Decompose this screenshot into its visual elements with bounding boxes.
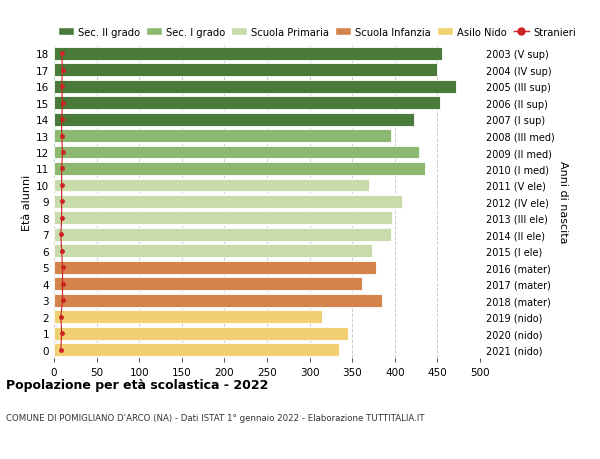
Bar xyxy=(54,245,372,257)
Bar xyxy=(54,229,391,241)
Legend: Sec. II grado, Sec. I grado, Scuola Primaria, Scuola Infanzia, Asilo Nido, Stran: Sec. II grado, Sec. I grado, Scuola Prim… xyxy=(59,28,575,38)
Bar xyxy=(54,81,456,93)
Bar xyxy=(54,179,369,192)
Text: Popolazione per età scolastica - 2022: Popolazione per età scolastica - 2022 xyxy=(6,379,268,392)
Bar xyxy=(54,97,440,110)
Bar xyxy=(54,64,437,77)
Bar xyxy=(54,146,419,159)
Y-axis label: Anni di nascita: Anni di nascita xyxy=(558,161,568,243)
Bar xyxy=(54,113,413,126)
Bar xyxy=(54,278,362,291)
Bar xyxy=(54,212,392,225)
Bar xyxy=(54,294,382,307)
Bar xyxy=(54,162,425,175)
Bar xyxy=(54,311,322,323)
Bar xyxy=(54,327,348,340)
Text: COMUNE DI POMIGLIANO D'ARCO (NA) - Dati ISTAT 1° gennaio 2022 - Elaborazione TUT: COMUNE DI POMIGLIANO D'ARCO (NA) - Dati … xyxy=(6,413,425,422)
Bar xyxy=(54,261,376,274)
Bar xyxy=(54,48,442,61)
Bar xyxy=(54,196,401,208)
Y-axis label: Età alunni: Età alunni xyxy=(22,174,32,230)
Bar xyxy=(54,130,391,143)
Bar xyxy=(54,343,340,356)
